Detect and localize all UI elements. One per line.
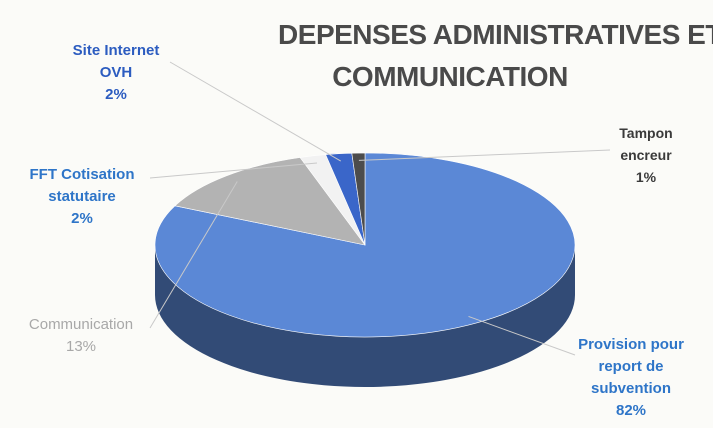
slice-label-line: FFT Cotisation xyxy=(29,166,135,183)
slice-label-line: OVH xyxy=(99,64,133,81)
leader-line xyxy=(169,61,342,162)
chart-title-line-2: COMMUNICATION xyxy=(332,61,568,92)
slice-percent: 2% xyxy=(71,210,93,227)
slice-label-tampon: Tampon encreur 1% xyxy=(600,122,692,188)
slice-label-communication: Communication 13% xyxy=(6,314,156,358)
leader-line xyxy=(358,149,611,161)
leader-line xyxy=(149,162,317,179)
leader-line xyxy=(149,181,238,329)
slice-label-line: subvention xyxy=(590,380,671,397)
slice-percent: 1% xyxy=(635,169,657,185)
slice-percent: 13% xyxy=(65,338,97,355)
pie-slice-side xyxy=(155,245,575,387)
slice-percent: 82% xyxy=(615,402,647,419)
slice-label-fft-cotisation: FFT Cotisation statutaire 2% xyxy=(14,164,150,230)
slice-label-provision: Provision pour report de subvention 82% xyxy=(560,334,702,422)
slice-label-site-internet: Site Internet OVH 2% xyxy=(56,40,176,106)
slice-label-line: Tampon xyxy=(619,125,673,141)
leader-line xyxy=(468,315,576,356)
slice-label-line: Site Internet xyxy=(72,42,160,59)
slice-label-line: Provision pour xyxy=(578,336,684,353)
pie-slice xyxy=(351,152,366,246)
chart-title-line-1: DEPENSES ADMINISTRATIVES ET xyxy=(278,19,713,50)
slice-label-line: encreur xyxy=(620,147,672,163)
pie-slice xyxy=(174,157,366,246)
slice-label-line: Communication xyxy=(28,316,134,333)
slice-percent: 2% xyxy=(105,86,127,103)
slice-label-line: report de xyxy=(598,358,664,375)
slice-label-line: statutaire xyxy=(48,188,116,205)
chart-title: DEPENSES ADMINISTRATIVES ET COMMUNICATIO… xyxy=(270,14,713,98)
